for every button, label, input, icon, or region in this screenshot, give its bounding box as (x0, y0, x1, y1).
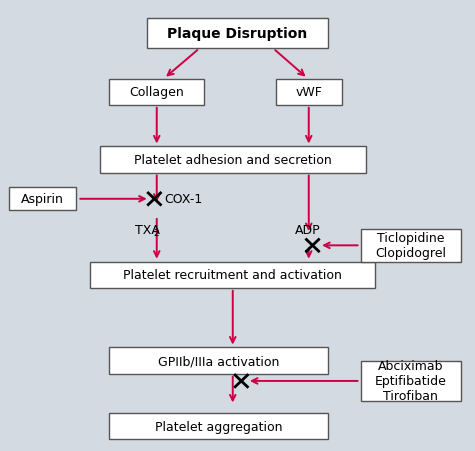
Text: Aspirin: Aspirin (21, 193, 64, 206)
FancyBboxPatch shape (276, 79, 342, 106)
FancyBboxPatch shape (361, 230, 461, 262)
Text: TXA: TXA (135, 224, 160, 236)
FancyBboxPatch shape (90, 262, 375, 288)
FancyBboxPatch shape (100, 147, 366, 173)
Text: GPIIb/IIIa activation: GPIIb/IIIa activation (158, 354, 279, 367)
Text: Platelet aggregation: Platelet aggregation (155, 420, 282, 433)
FancyBboxPatch shape (361, 361, 461, 401)
FancyBboxPatch shape (109, 79, 204, 106)
Text: ADP: ADP (294, 224, 320, 236)
Text: Ticlopidine
Clopidogrel: Ticlopidine Clopidogrel (375, 232, 446, 260)
Text: vWF: vWF (295, 86, 322, 99)
Text: Platelet recruitment and activation: Platelet recruitment and activation (124, 269, 342, 281)
Text: Abciximab
Eptifibatide
Tirofiban: Abciximab Eptifibatide Tirofiban (375, 359, 447, 403)
Text: 2: 2 (153, 229, 159, 238)
FancyBboxPatch shape (109, 348, 328, 374)
Text: Collagen: Collagen (129, 86, 184, 99)
Text: Plaque Disruption: Plaque Disruption (167, 27, 308, 41)
FancyBboxPatch shape (147, 18, 328, 49)
FancyBboxPatch shape (109, 413, 328, 439)
FancyBboxPatch shape (10, 188, 76, 211)
Text: Platelet adhesion and secretion: Platelet adhesion and secretion (134, 154, 332, 166)
Text: COX-1: COX-1 (164, 193, 202, 206)
